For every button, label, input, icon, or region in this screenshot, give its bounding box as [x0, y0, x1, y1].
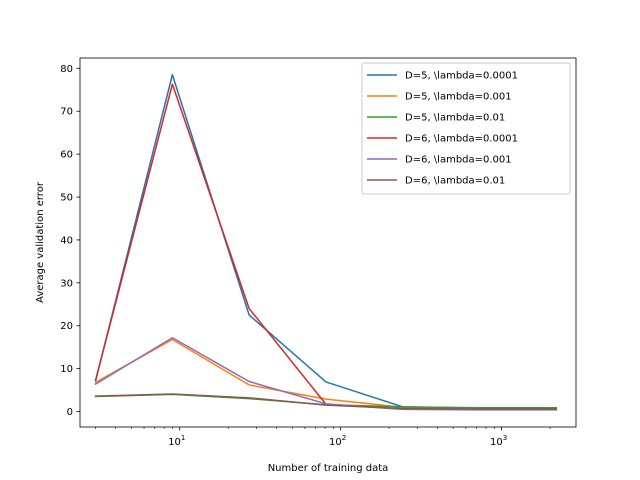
x-tick-label: 102: [329, 434, 346, 448]
y-tick-label: 40: [60, 235, 73, 246]
legend-box: [361, 62, 571, 195]
y-tick-label: 20: [60, 321, 73, 332]
y-tick-label: 30: [60, 278, 73, 289]
y-axis: 0 10 20 30 40 50 60 70 80: [60, 64, 80, 418]
x-axis: 101 102 103: [95, 427, 551, 448]
y-tick-label: 60: [60, 150, 73, 161]
series-line-5: [94, 337, 558, 411]
x-axis-label: Number of training data: [268, 463, 389, 474]
legend-label-2: D=5, \lambda=0.001: [405, 92, 512, 103]
series-layer: [94, 73, 558, 411]
y-tick-label: 10: [60, 364, 73, 375]
legend: D=5, \lambda=0.0001 D=5, \lambda=0.001 D=5…: [361, 62, 571, 195]
y-tick-label: 0: [67, 407, 73, 418]
series-line-6: [94, 393, 558, 410]
legend-label-1: D=5, \lambda=0.0001: [405, 71, 518, 82]
legend-label-5: D=6, \lambda=0.001: [405, 155, 512, 166]
y-tick-label: 50: [60, 193, 73, 204]
x-tick-label: 103: [490, 434, 507, 448]
legend-label-4: D=6, \lambda=0.0001: [405, 134, 518, 145]
x-tick-label: 101: [168, 434, 185, 448]
legend-label-6: D=6, \lambda=0.01: [405, 176, 505, 187]
plot-frame: [79, 57, 577, 428]
y-tick-label: 80: [60, 64, 73, 75]
legend-label-3: D=5, \lambda=0.01: [405, 113, 505, 124]
y-tick-label: 70: [60, 107, 73, 118]
y-axis-label: Average validation error: [35, 181, 46, 303]
